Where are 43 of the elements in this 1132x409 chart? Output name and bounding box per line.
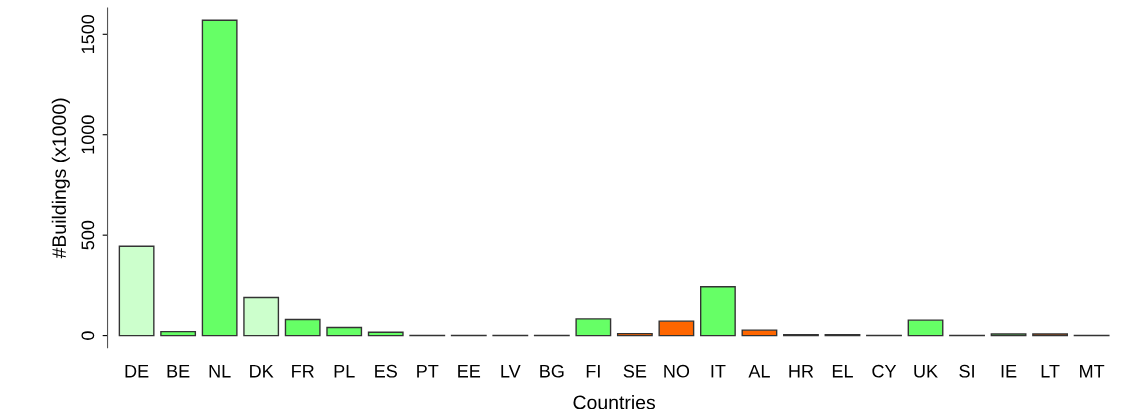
y-axis-title: #Buildings (x1000) <box>51 98 70 259</box>
x-tick-label: DK <box>250 364 274 378</box>
bar <box>741 329 778 337</box>
bar <box>575 318 612 337</box>
x-axis-title: Countries <box>573 395 656 409</box>
x-tick-label: PT <box>417 364 439 378</box>
x-tick-label: SI <box>959 364 974 378</box>
x-tick-label: ES <box>375 364 397 378</box>
x-tick-label: PL <box>334 364 355 378</box>
x-tick-label: FR <box>292 364 314 378</box>
bar <box>160 330 197 337</box>
bar <box>284 318 321 337</box>
x-tick-label: DE <box>125 364 149 378</box>
x-tick-label: CY <box>872 364 897 378</box>
x-tick-label: EE <box>458 364 481 378</box>
x-tick-label: BE <box>167 364 190 378</box>
bar <box>326 326 363 337</box>
x-tick-label: EL <box>832 364 853 378</box>
bar <box>118 245 155 337</box>
bar <box>243 296 280 337</box>
x-tick-label: LV <box>501 364 521 378</box>
x-tick-label: IT <box>711 364 726 378</box>
x-tick-label: IE <box>1001 364 1017 378</box>
x-tick-label: NL <box>209 364 231 378</box>
x-tick-label: MT <box>1080 364 1105 378</box>
x-tick-label: UK <box>914 364 938 378</box>
x-tick-label: BG <box>540 364 564 378</box>
bar <box>658 320 695 337</box>
y-tick-label: 500 <box>81 220 95 250</box>
x-tick-label: LT <box>1041 364 1060 378</box>
bar <box>699 286 736 337</box>
y-tick-label: 1500 <box>81 14 95 53</box>
bar <box>367 331 404 337</box>
x-tick-label: NO <box>664 364 690 378</box>
y-tick-label: 0 <box>81 331 95 340</box>
x-tick-label: HR <box>789 364 814 378</box>
x-tick-label: FI <box>586 364 600 378</box>
bar <box>616 332 653 337</box>
bar <box>201 19 238 337</box>
x-tick-label: SE <box>623 364 647 378</box>
y-tick-label: 1000 <box>81 115 95 154</box>
bar <box>907 319 944 337</box>
x-tick-label: AL <box>748 364 770 378</box>
